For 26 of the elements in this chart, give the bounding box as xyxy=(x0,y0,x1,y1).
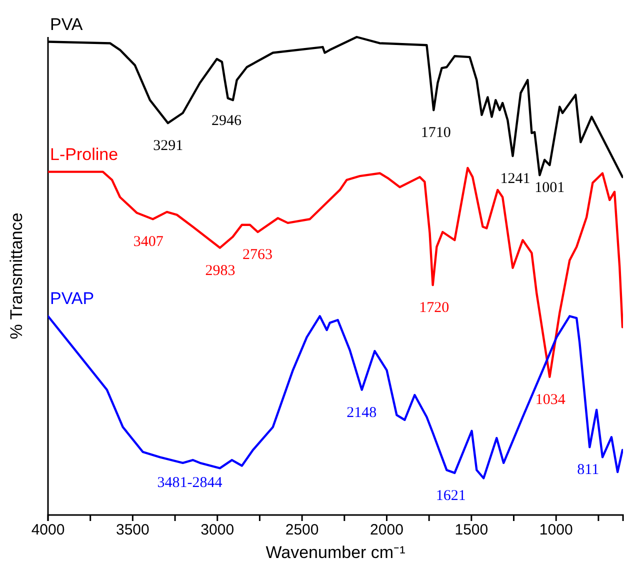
series-label: L-Proline xyxy=(50,144,118,164)
annotation: 2946 xyxy=(212,113,242,130)
series-label: PVAP xyxy=(50,289,94,308)
annotation: 1241 xyxy=(500,171,530,188)
annotation: 2148 xyxy=(346,404,377,421)
annotation: 3407 xyxy=(133,234,164,250)
annotation: 1034 xyxy=(535,392,566,408)
x-tick-label: 3000 xyxy=(200,522,234,539)
annotation: 2763 xyxy=(242,247,273,264)
x-tick-label: 1500 xyxy=(454,522,488,539)
annotation: 811 xyxy=(577,462,600,478)
annotation: 3291 xyxy=(153,138,184,154)
annotation: 1720 xyxy=(419,300,450,316)
annotation: 1710 xyxy=(420,125,451,142)
annotation: 2983 xyxy=(205,262,236,279)
x-tick-label: 2000 xyxy=(370,522,404,539)
annotation: 1621 xyxy=(436,488,466,504)
x-tick-label: 2500 xyxy=(285,522,319,539)
x-tick-label: 4000 xyxy=(31,522,65,539)
series-label: PVA xyxy=(50,14,84,34)
x-tick-label: 1000 xyxy=(539,522,573,539)
annotation: 1001 xyxy=(534,180,565,196)
x-tick-label: 3500 xyxy=(116,522,150,539)
x-axis-title: Wavenumber cm⁻¹ xyxy=(266,543,406,562)
y-axis-title: % Transmittance xyxy=(7,212,26,340)
annotation: 3481-2844 xyxy=(157,475,223,492)
